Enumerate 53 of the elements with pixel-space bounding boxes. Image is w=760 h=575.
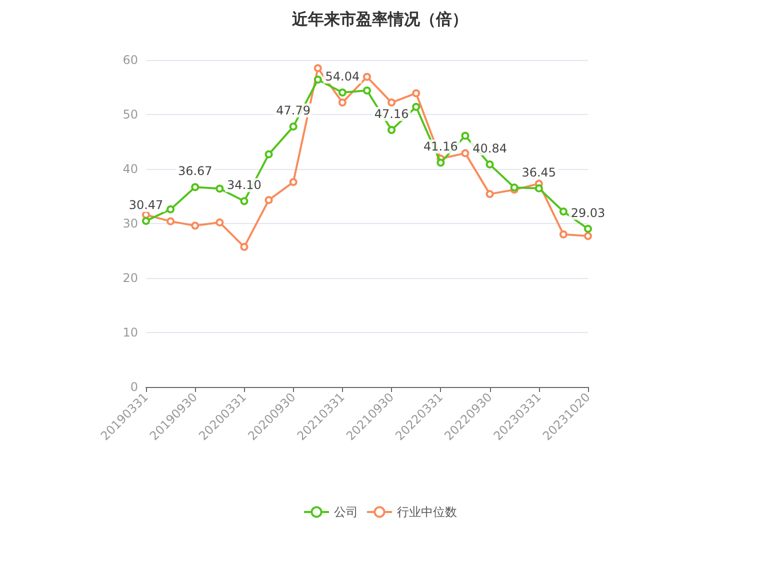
chart-title: 近年来市盈率情况（倍） bbox=[291, 10, 468, 28]
point bbox=[166, 205, 175, 214]
point bbox=[461, 149, 470, 158]
data-label: 40.84 bbox=[472, 141, 507, 156]
point bbox=[388, 98, 396, 107]
point bbox=[314, 64, 322, 72]
point bbox=[363, 72, 371, 81]
point bbox=[216, 184, 224, 193]
data-label: 41.16 bbox=[423, 140, 458, 154]
point bbox=[584, 232, 592, 240]
legend-label: 公司 bbox=[334, 505, 358, 519]
point bbox=[486, 190, 494, 198]
point bbox=[486, 160, 494, 168]
point bbox=[240, 197, 248, 206]
point bbox=[363, 86, 371, 95]
data-label: 54.04 bbox=[325, 69, 360, 84]
data-label: 47.79 bbox=[276, 104, 311, 118]
point bbox=[338, 98, 346, 107]
y-tick-label: 40 bbox=[122, 162, 138, 176]
point bbox=[191, 222, 200, 230]
legend-label: 行业中位数 bbox=[397, 505, 457, 519]
data-label: 47.16 bbox=[374, 106, 409, 121]
point bbox=[264, 196, 273, 204]
point bbox=[191, 183, 200, 192]
data-label: 36.45 bbox=[522, 165, 556, 180]
point bbox=[264, 150, 273, 158]
point bbox=[142, 216, 150, 225]
point bbox=[289, 122, 298, 131]
data-label: 29.03 bbox=[570, 206, 606, 220]
point bbox=[240, 242, 248, 251]
point bbox=[412, 89, 420, 98]
y-tick-label: 10 bbox=[122, 326, 138, 340]
point bbox=[314, 76, 322, 84]
y-tick-label: 50 bbox=[122, 108, 138, 122]
data-label: 34.10 bbox=[227, 178, 262, 192]
point bbox=[436, 158, 445, 167]
point bbox=[534, 184, 543, 192]
data-label: 36.67 bbox=[178, 164, 212, 178]
point bbox=[216, 218, 224, 226]
point bbox=[289, 178, 298, 186]
y-tick-label: 60 bbox=[122, 53, 138, 67]
point bbox=[166, 217, 175, 226]
y-tick-label: 30 bbox=[122, 216, 138, 230]
point bbox=[338, 88, 346, 96]
point bbox=[559, 208, 568, 216]
point bbox=[584, 224, 592, 233]
point bbox=[388, 126, 396, 134]
data-label: 30.47 bbox=[128, 198, 164, 212]
point bbox=[461, 132, 470, 140]
y-tick-label: 0 bbox=[130, 380, 138, 394]
point bbox=[412, 102, 420, 111]
y-tick-label: 20 bbox=[122, 271, 138, 285]
point bbox=[559, 230, 568, 238]
